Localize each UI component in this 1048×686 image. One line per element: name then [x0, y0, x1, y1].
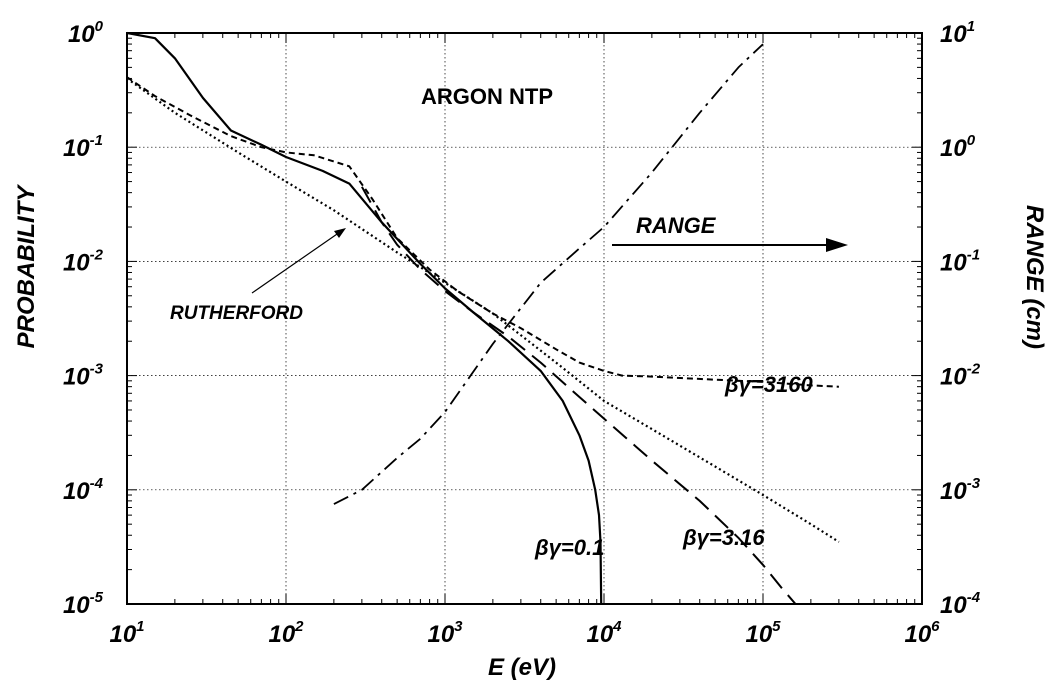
x-tick-label-exponent: 5	[772, 618, 781, 635]
labels-group: 101 102 103 104 105 10610-510-410-310-210-110…	[63, 18, 981, 648]
y-tick-label-base: 10	[68, 21, 95, 48]
y2-tick-label: 10-2	[940, 361, 981, 391]
y2-tick-label: 101	[940, 18, 975, 48]
x-tick-label-base: 10	[586, 621, 613, 648]
y2-axis-title: RANGE (cm)	[1021, 205, 1048, 349]
x-tick-label-base: 10	[268, 621, 295, 648]
ticks-group	[126, 33, 922, 605]
y2-tick-label-base: 10	[940, 592, 967, 619]
series-line-dash-dot	[333, 43, 764, 505]
y2-tick-label: 10-1	[940, 246, 980, 276]
y-tick-label-base: 10	[63, 135, 90, 162]
x-tick-label: 106	[904, 618, 940, 648]
x-tick-label: 105	[745, 618, 781, 648]
y2-tick-label-exponent: -3	[967, 475, 981, 492]
series-line-dashed	[361, 186, 797, 605]
x-tick-label-exponent: 3	[454, 618, 463, 635]
y-tick-label: 10-1	[63, 132, 103, 162]
y2-tick-label-exponent: -4	[967, 589, 981, 606]
annotation-bg-3-16: βγ=3.16	[682, 525, 765, 550]
annotation-range: RANGE	[636, 213, 717, 238]
x-tick-label-base: 10	[427, 621, 454, 648]
annotation-bg-3160: βγ=3160	[724, 372, 813, 397]
x-tick-label-base: 10	[745, 621, 772, 648]
y2-tick-label: 10-4	[940, 589, 981, 619]
y-axis-title: PROBABILITY	[13, 184, 40, 349]
y2-tick-label-base: 10	[940, 364, 967, 391]
x-tick-label: 102	[268, 618, 304, 648]
y2-tick-label-exponent: 0	[967, 132, 976, 149]
y-tick-label-exponent: -3	[90, 361, 104, 378]
y2-tick-label-exponent: -1	[967, 246, 980, 263]
y-tick-label-base: 10	[63, 478, 90, 505]
series-line-solid	[126, 31, 603, 605]
annotation-bg-0-1: βγ=0.1	[534, 535, 604, 560]
y2-tick-label-base: 10	[940, 478, 967, 505]
annotation-rutherford: RUTHERFORD	[170, 303, 303, 324]
rutherford-arrow-line	[251, 231, 341, 294]
y2-tick-label-base: 10	[940, 135, 967, 162]
y-tick-label-exponent: -5	[90, 589, 104, 606]
y-tick-label-base: 10	[63, 364, 90, 391]
x-tick-label: 103	[427, 618, 463, 648]
y-tick-label: 10-5	[63, 589, 104, 619]
y-tick-label-base: 10	[63, 249, 90, 276]
y-tick-label-exponent: 0	[95, 18, 104, 35]
y2-tick-label-exponent: 1	[967, 18, 975, 35]
y2-tick-label: 10-3	[940, 475, 981, 505]
y-tick-label-exponent: -4	[90, 475, 104, 492]
y-tick-label-base: 10	[63, 592, 90, 619]
x-tick-label-exponent: 2	[294, 618, 304, 635]
y-tick-label: 10-3	[63, 361, 104, 391]
x-tick-label-exponent: 1	[136, 618, 144, 635]
rutherford-arrow-head	[334, 228, 346, 238]
x-tick-label-exponent: 6	[931, 618, 940, 635]
y2-tick-label-base: 10	[940, 249, 967, 276]
series-line-dotted	[126, 77, 840, 543]
x-tick-label: 101	[109, 618, 144, 648]
chart-title: ARGON NTP	[421, 84, 553, 109]
y2-tick-label-base: 10	[940, 21, 967, 48]
y2-tick-label-exponent: -2	[967, 361, 981, 378]
plot-frame	[126, 32, 923, 605]
x-tick-label: 104	[586, 618, 622, 648]
y2-tick-label: 100	[940, 132, 976, 162]
x-tick-label-exponent: 4	[612, 618, 622, 635]
x-tick-label-base: 10	[109, 621, 136, 648]
series-group	[126, 31, 840, 605]
range-arrow-head	[826, 238, 848, 252]
y-tick-label-exponent: -1	[90, 132, 103, 149]
y-tick-label-exponent: -2	[90, 246, 104, 263]
y-tick-label: 10-2	[63, 246, 104, 276]
y-tick-label: 100	[68, 18, 104, 48]
x-tick-label-base: 10	[904, 621, 931, 648]
x-axis-title: E (eV)	[488, 654, 556, 681]
series-line-short-dashed	[126, 76, 839, 388]
y-tick-label: 10-4	[63, 475, 104, 505]
